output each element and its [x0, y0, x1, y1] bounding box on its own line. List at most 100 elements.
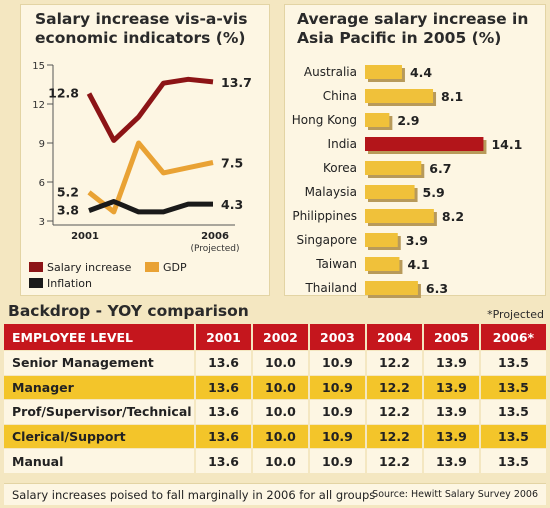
legend-inflation: Inflation [29, 277, 92, 290]
bar [365, 137, 484, 151]
series-start-label: 12.8 [48, 86, 79, 101]
line-chart-panel: Salary increase vis-a-vis economic indic… [20, 4, 270, 296]
table-cell: 13.9 [421, 448, 479, 473]
x-note-projected: (Projected) [190, 244, 239, 254]
table-cell: 13.9 [421, 374, 479, 400]
table-cell: 13.6 [194, 423, 251, 449]
bar [365, 233, 398, 247]
row-label: Prof/Supervisor/Technical [4, 399, 194, 424]
bar [365, 185, 415, 199]
legend-label-inflation: Inflation [47, 277, 92, 290]
line-chart: 3 6 9 12 15 2001 2006 (Projected) 12.8 13.7 5.2 7.5… [32, 61, 252, 254]
col-header-2003: 2003 [307, 324, 365, 350]
legend-label-gdp: GDP [163, 261, 187, 274]
bar-value-label: 2.9 [397, 113, 419, 128]
col-header-2006: 2006* [478, 324, 546, 350]
bar [365, 161, 422, 175]
y-tick-label: 15 [32, 61, 45, 72]
bar-category-label: India [328, 137, 357, 151]
series-end-label: 4.3 [221, 197, 243, 212]
col-header-2002: 2002 [250, 324, 308, 350]
series-line-1 [87, 140, 214, 215]
table-cell: 12.2 [364, 399, 422, 424]
bar-value-label: 6.3 [426, 281, 448, 296]
bar-value-label: 14.1 [491, 137, 522, 152]
bar [365, 209, 434, 223]
table-cell: 13.9 [421, 423, 479, 449]
series-end-label: 13.7 [221, 75, 252, 90]
table-cell: 13.5 [478, 350, 546, 375]
bar-value-label: 5.9 [423, 185, 445, 200]
bar-category-label: Malaysia [305, 185, 357, 199]
bar-chart-title: Average salary increase in Asia Pacific … [297, 10, 529, 47]
bar-value-label: 8.1 [441, 89, 463, 104]
bar-category-label: Thailand [304, 281, 357, 295]
bar [365, 113, 390, 127]
x-tick-label: 2006 [201, 231, 229, 242]
table-cell: 13.9 [421, 350, 479, 375]
legend-swatch-inflation [29, 278, 43, 288]
bar-value-label: 4.4 [410, 65, 432, 80]
series-start-label: 3.8 [57, 203, 79, 218]
table-cell: 13.6 [194, 374, 251, 400]
table-cell: 13.5 [478, 399, 546, 424]
table-cell: 10.0 [250, 448, 308, 473]
series-start-label: 5.2 [57, 184, 79, 199]
table-cell: 13.5 [478, 423, 546, 449]
table-row: Clerical/Support 13.6 10.0 10.9 12.2 13.9 13.5 [4, 423, 546, 449]
bar-chart-panel: Average salary increase in Asia Pacific … [284, 4, 546, 298]
row-label: Manual [4, 448, 194, 473]
bar-category-label: Singapore [296, 233, 357, 247]
bar [365, 281, 418, 295]
projected-note: *Projected [487, 308, 544, 321]
table-cell: 10.9 [307, 423, 365, 449]
yoy-table: EMPLOYEE LEVEL 2001 2002 2003 2004 2005 … [4, 324, 546, 473]
table-cell: 10.9 [307, 399, 365, 424]
table-row: Manager 13.6 10.0 10.9 12.2 13.9 13.5 [4, 374, 546, 400]
series-line-2 [88, 199, 213, 215]
bar-chart: Australia 4.4 China 8.1 Hong Kong 2.9 India 14.… [292, 65, 522, 298]
table-cell: 13.5 [478, 374, 546, 400]
bar-category-label: Australia [304, 65, 357, 79]
table-row: Prof/Supervisor/Technical 13.6 10.0 10.9 12.… [4, 399, 546, 424]
table-cell: 10.9 [307, 448, 365, 473]
table-cell: 13.6 [194, 448, 251, 473]
bar-value-label: 3.9 [406, 233, 428, 248]
bar-category-label: Hong Kong [292, 113, 357, 127]
table-cell: 10.9 [307, 350, 365, 375]
table-cell: 10.0 [250, 350, 308, 375]
legend-swatch-gdp [145, 262, 159, 272]
x-tick-label: 2001 [71, 231, 99, 242]
bar-category-label: Philippines [292, 209, 357, 223]
table-cell: 13.6 [194, 350, 251, 375]
bar-value-label: 4.1 [407, 257, 429, 272]
legend-swatch-salary [29, 262, 43, 272]
col-header-level: EMPLOYEE LEVEL [4, 324, 194, 350]
col-header-2004: 2004 [364, 324, 422, 350]
table-row: Senior Management 13.6 10.0 10.9 12.2 13.9 13.… [4, 350, 546, 375]
col-header-2005: 2005 [421, 324, 479, 350]
legend-gdp: GDP [145, 261, 187, 274]
bar [365, 65, 402, 79]
bar-value-label: 8.2 [442, 209, 464, 224]
table-cell: 12.2 [364, 350, 422, 375]
bar-category-label: China [323, 89, 357, 103]
col-header-2001: 2001 [194, 324, 251, 350]
legend-salary: Salary increase [29, 261, 131, 274]
series-line-0 [86, 76, 214, 143]
y-tick-label: 6 [39, 178, 45, 189]
table-cell: 12.2 [364, 374, 422, 400]
row-label: Senior Management [4, 350, 194, 375]
table-cell: 10.0 [250, 423, 308, 449]
y-tick-label: 12 [32, 100, 45, 111]
table-title: Backdrop - YOY comparison [8, 302, 249, 320]
table-cell: 12.2 [364, 448, 422, 473]
legend-label-salary: Salary increase [47, 261, 132, 274]
row-label: Manager [4, 374, 194, 400]
source-credit: Source: Hewitt Salary Survey 2006 [372, 489, 538, 500]
series-end-label: 7.5 [221, 156, 243, 171]
bar-category-label: Korea [323, 161, 357, 175]
bar-value-label: 6.7 [429, 161, 451, 176]
table-cell: 10.0 [250, 374, 308, 400]
table-cell: 13.5 [478, 448, 546, 473]
